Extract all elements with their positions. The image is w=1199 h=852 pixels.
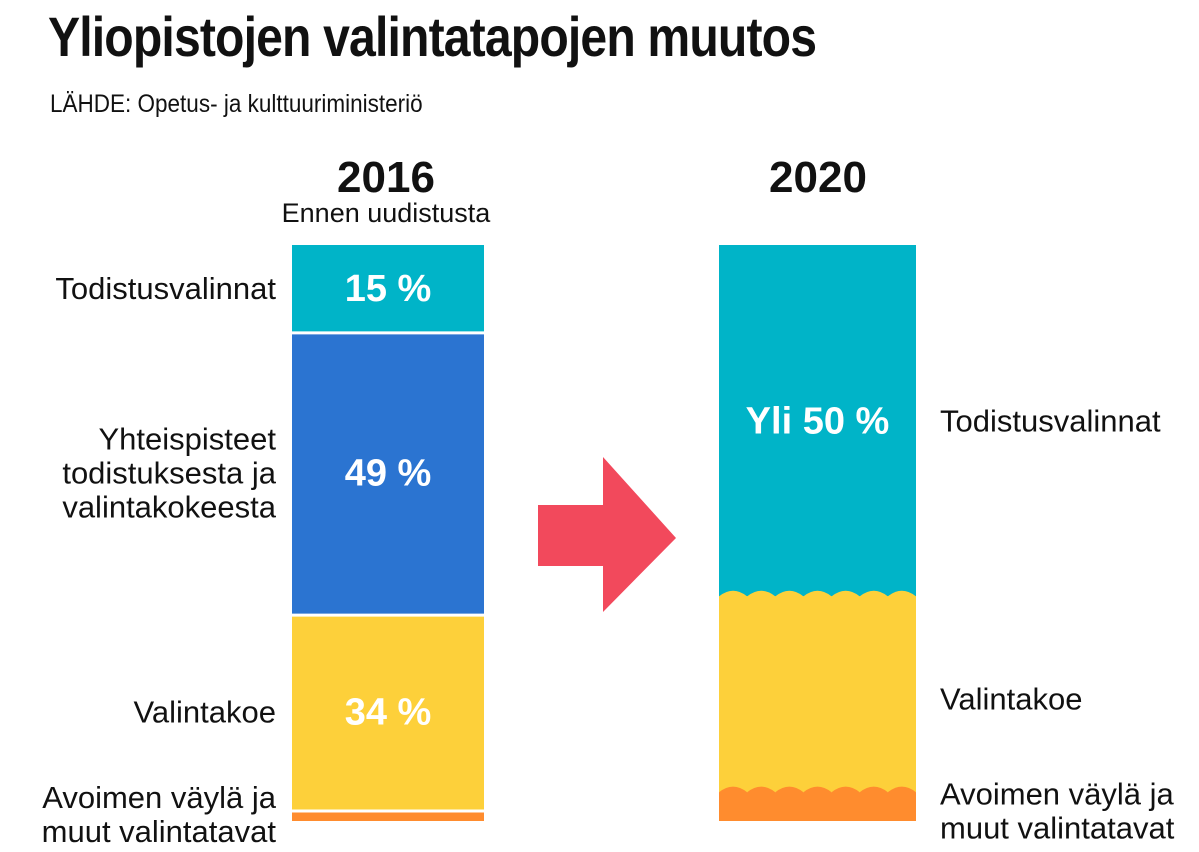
year-2016-label: 2016 bbox=[337, 153, 435, 202]
category-label-2020-valintakoe: Valintakoe bbox=[940, 681, 1082, 716]
bar-segment-2016-valintakoe bbox=[292, 616, 484, 810]
value-label-2020-todistusvalinnat: Yli 50 % bbox=[746, 401, 890, 443]
value-label-2016-valintakoe: 34 % bbox=[345, 692, 432, 734]
year-2020-label: 2020 bbox=[769, 153, 867, 202]
category-label-2016-valintakoe: Valintakoe bbox=[134, 695, 276, 730]
bar-2016: 15 % Todistusvalinnat 49 % Yhteispisteet tod… bbox=[42, 245, 484, 849]
category-label-2016-todistusvalinnat: Todistusvalinnat bbox=[55, 271, 276, 306]
category-label-2020-avoimen-v-yl-ja-muut-valintatavat: Avoimen väylä ja muut valintatavat bbox=[940, 777, 1175, 846]
bar-2020: Yli 50 % Todistusvalinnat Valintakoe Avoime… bbox=[719, 245, 1175, 846]
source-label: LÄHDE: Opetus- ja kulttuuriministeriö bbox=[50, 90, 423, 118]
value-label-2016-yhteispisteet-todistuksesta-ja-valintakokeesta: 49 % bbox=[345, 453, 432, 495]
bar-segment-2016-yhteispisteet-todistuksesta-ja-valintakokeesta bbox=[292, 334, 484, 614]
bar-segment-2020-avoimen-v-yl-ja-muut-valintatavat bbox=[719, 786, 916, 821]
category-label-2020-todistusvalinnat: Todistusvalinnat bbox=[940, 404, 1161, 439]
category-label-2016-avoimen-v-yl-ja-muut-valintatavat: Avoimen väylä ja muut valintatavat bbox=[42, 780, 277, 849]
value-label-2016-todistusvalinnat: 15 % bbox=[345, 268, 432, 310]
chart-title: Yliopistojen valintatapojen muutos bbox=[48, 5, 817, 68]
year-2016-subtitle: Ennen uudistusta bbox=[282, 198, 492, 228]
change-arrow bbox=[538, 457, 676, 612]
category-label-2016-yhteispisteet-todistuksesta-ja-valintakokeesta: Yhteispisteet todistuksesta ja valintakoke… bbox=[62, 422, 276, 525]
bar-segment-2020-valintakoe bbox=[719, 590, 916, 793]
bar-segment-2020-todistusvalinnat bbox=[719, 245, 916, 597]
bar-segment-2016-todistusvalinnat bbox=[292, 245, 484, 332]
bar-segment-2016-avoimen-v-yl-ja-muut-valintatavat bbox=[292, 812, 484, 821]
